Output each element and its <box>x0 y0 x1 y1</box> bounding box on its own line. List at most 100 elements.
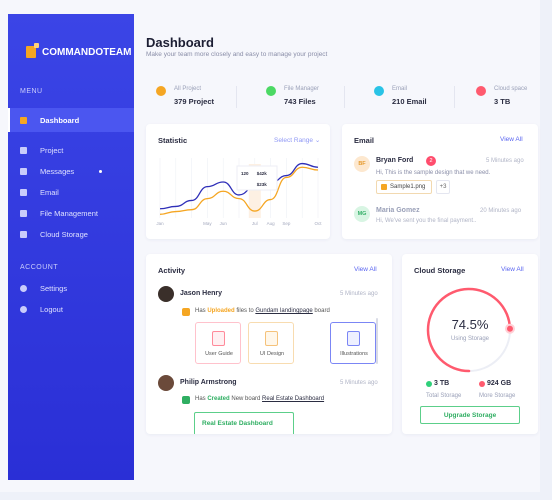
pdf-file-icon <box>212 331 225 346</box>
sidebar-item-label: Settings <box>40 283 68 293</box>
upgrade-storage-button[interactable]: Upgrade Storage <box>420 406 520 424</box>
activity-time: 5 Minutes ago <box>340 291 378 297</box>
statistic-card: Statistic Select Range ⌄ 120 $42k $23k Jan M… <box>146 124 330 239</box>
sidebar-item-project[interactable]: Project <box>8 138 134 162</box>
more-attachments[interactable]: +3 <box>436 180 450 194</box>
chart-annotation: $23k <box>257 182 268 187</box>
sidebar-item-label: Email <box>40 187 59 197</box>
avatar: MG <box>354 206 370 222</box>
statistic-chart: 120 $42k $23k Jan May Jun Jul Aug Sep Oct <box>156 158 322 226</box>
stat-label: All Project <box>174 86 202 92</box>
card-title: Email <box>354 136 375 145</box>
dashboard-icon <box>20 116 27 124</box>
stat-cloud-space[interactable]: Cloud space 3 TB <box>466 80 528 114</box>
avatar: BF <box>354 156 370 172</box>
x-tick-label: May <box>203 221 212 226</box>
sidebar-item-label: Dashboard <box>40 115 80 125</box>
highlight-band <box>248 164 261 218</box>
sidebar-item-settings[interactable]: Settings <box>8 276 134 300</box>
divider <box>236 86 237 108</box>
stat-value: 379 Project <box>174 97 215 106</box>
stat-email[interactable]: Email 210 Email <box>364 80 454 114</box>
chart-annotation: 120 <box>241 171 249 176</box>
activity-user-name: Jason Henry <box>180 290 223 297</box>
email-preview: Hi, This is the sample design that we ne… <box>376 170 491 176</box>
stat-file-manager[interactable]: File Manager 743 Files <box>256 80 346 114</box>
file-card-illustrations[interactable]: Illustrations <box>330 322 376 364</box>
email-icon <box>20 188 27 196</box>
scrollbar[interactable] <box>376 318 378 364</box>
cloud-icon <box>20 230 27 238</box>
brand-logo[interactable]: COMMANDOTEAM <box>26 43 131 58</box>
gauge-progress <box>426 287 512 373</box>
storage-caption: Using Storage <box>450 336 490 342</box>
stat-label: File Manager <box>284 86 320 92</box>
sidebar-item-label: Cloud Storage <box>40 229 88 239</box>
file-label: User Guide <box>205 351 233 357</box>
sidebar-item-label: Messages <box>40 166 75 176</box>
avatar <box>158 286 174 302</box>
stat-value: 3 TB <box>494 97 511 106</box>
email-item[interactable]: MG Maria Gomez 20 Minutes ago Hi, We've … <box>354 206 526 230</box>
card-title: Cloud Storage <box>414 266 466 275</box>
logout-icon <box>20 305 27 313</box>
project-icon <box>20 146 27 154</box>
page-title: Dashboard <box>146 35 214 50</box>
email-view-all-link[interactable]: View All <box>500 136 523 143</box>
activity-verb: Created <box>207 396 230 402</box>
activity-description: Has Created New board Real Estate Dashbo… <box>195 396 325 402</box>
sidebar-item-file-management[interactable]: File Management <box>8 201 134 225</box>
divider <box>344 86 345 108</box>
board-link[interactable]: Gundam landingpage <box>255 308 313 314</box>
sidebar-item-label: Logout <box>40 304 63 314</box>
total-storage-value: 3 TB <box>434 380 450 387</box>
series-line-2 <box>159 166 319 215</box>
sidebar-item-dashboard[interactable]: Dashboard <box>8 108 134 132</box>
sidebar-item-email[interactable]: Email <box>8 180 134 204</box>
board-card-real-estate[interactable]: Real Estate Dashboard <box>194 412 294 434</box>
email-icon <box>374 86 384 96</box>
cloud-storage-card: Cloud Storage View All 74.5% Using Stora… <box>402 254 538 434</box>
activity-verb: Uploaded <box>207 308 235 314</box>
email-time: 5 Minutes ago <box>486 158 524 164</box>
file-card-ui-design[interactable]: UI Design <box>248 322 294 364</box>
sidebar: COMMANDOTEAM MENU Dashboard Project Mess… <box>8 14 134 480</box>
sidebar-item-label: Project <box>40 145 64 155</box>
more-storage-label: More Storage <box>479 393 516 399</box>
more-storage-value: 924 GB <box>487 380 512 387</box>
storage-gauge <box>426 287 515 373</box>
x-tick-label: Jun <box>220 221 228 226</box>
x-tick-label: Aug <box>267 221 276 226</box>
uploaded-files: User Guide UI Design Illustrations <box>195 322 381 364</box>
logo-icon <box>26 43 39 58</box>
board-link[interactable]: Real Estate Dashboard <box>262 396 325 402</box>
sidebar-item-cloud-storage[interactable]: Cloud Storage <box>8 222 134 246</box>
divider <box>454 86 455 108</box>
stat-label: Cloud space <box>494 86 528 92</box>
attachment-chip[interactable]: Sample1.png <box>376 180 432 194</box>
messages-icon <box>20 167 27 175</box>
stat-all-project[interactable]: All Project 379 Project <box>146 80 236 114</box>
sidebar-item-messages[interactable]: Messages <box>8 159 134 183</box>
stats-bar: All Project 379 Project File Manager 743… <box>146 80 528 114</box>
activity-user-name: Philip Armstrong <box>180 379 237 386</box>
upload-icon <box>182 308 190 316</box>
cloud-view-all-link[interactable]: View All <box>501 266 524 273</box>
email-item[interactable]: BF Bryan Ford 2 5 Minutes ago Hi, This i… <box>354 156 526 198</box>
menu-section-label: MENU <box>20 88 43 95</box>
file-label: Illustrations <box>340 351 368 357</box>
folder-icon <box>20 209 27 217</box>
chart-tooltip <box>236 165 278 191</box>
card-title: Activity <box>158 266 186 275</box>
stat-label: Email <box>392 86 408 92</box>
email-time: 20 Minutes ago <box>480 208 522 214</box>
select-range-dropdown[interactable]: Select Range ⌄ <box>274 137 321 144</box>
sidebar-item-logout[interactable]: Logout <box>8 297 134 321</box>
activity-view-all-link[interactable]: View All <box>354 266 377 273</box>
file-card-user-guide[interactable]: User Guide <box>195 322 241 364</box>
avatar <box>158 375 174 391</box>
x-tick-label: Jan <box>156 221 164 226</box>
sender-name: Maria Gomez <box>376 207 420 214</box>
storage-percent: 74.5% <box>451 317 489 332</box>
gauge-knob <box>504 323 515 334</box>
